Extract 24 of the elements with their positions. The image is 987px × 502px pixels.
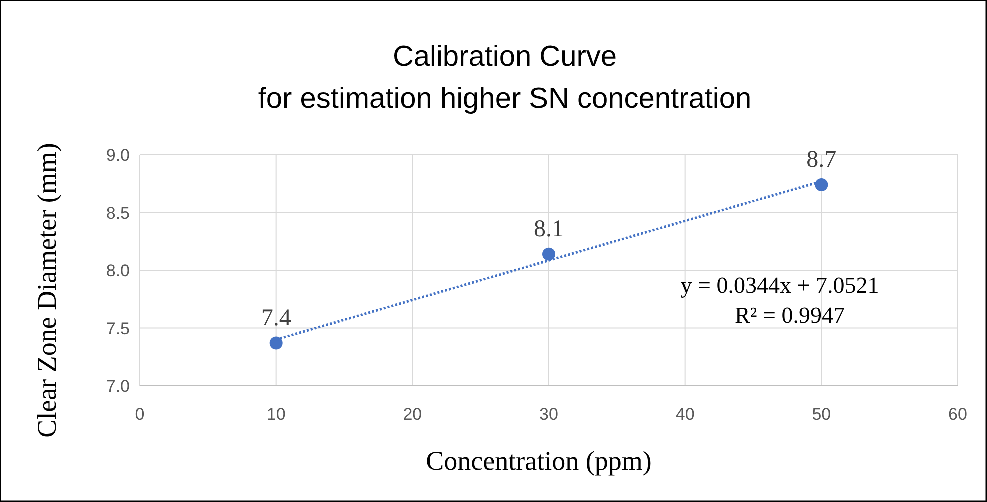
data-label: 8.1 xyxy=(534,216,564,242)
x-tick-label: 20 xyxy=(403,405,422,424)
x-tick-label: 30 xyxy=(540,405,558,424)
annotation: R² = 0.9947 xyxy=(735,303,845,328)
point xyxy=(270,336,283,350)
x-tick-label: 60 xyxy=(948,405,968,424)
y-tick-label: 9.0 xyxy=(106,146,130,165)
x-axis-title: Concentration (ppm) xyxy=(426,446,652,476)
data-label: 7.4 xyxy=(261,305,292,332)
y-tick-label: 8.5 xyxy=(106,204,130,223)
x-tick-label: 50 xyxy=(812,405,832,424)
y-tick-label: 8.0 xyxy=(106,262,130,280)
annotation: y = 0.0344x + 7.0521 xyxy=(680,273,880,298)
point xyxy=(815,178,828,192)
y-axis-title: Clear Zone Diameter (mm) xyxy=(32,143,62,438)
point xyxy=(542,248,556,261)
data-label: 8.7 xyxy=(806,147,837,174)
x-tick-label: 0 xyxy=(135,405,145,424)
y-tick-label: 7.5 xyxy=(106,319,130,338)
x-tick-label: 40 xyxy=(676,405,695,424)
x-tick-label: 10 xyxy=(266,405,286,424)
chart-title: Calibration Curve xyxy=(392,41,618,73)
chart-subtitle: for estimation higher SN concentration xyxy=(258,83,752,115)
y-tick-label: 7.0 xyxy=(106,377,130,396)
